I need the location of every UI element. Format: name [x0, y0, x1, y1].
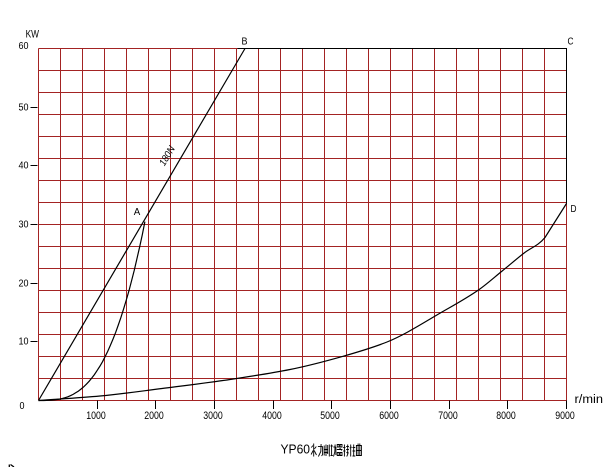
svg-text:10: 10	[19, 337, 29, 348]
svg-text:8000: 8000	[496, 410, 516, 422]
svg-text:20: 20	[19, 279, 29, 290]
svg-text:5000: 5000	[320, 410, 340, 422]
svg-text:KW: KW	[26, 29, 40, 41]
svg-text:50: 50	[19, 103, 29, 114]
svg-text:2000: 2000	[144, 410, 164, 422]
svg-text:A: A	[134, 207, 141, 218]
svg-text:40: 40	[19, 161, 29, 172]
svg-text:4000: 4000	[262, 410, 282, 422]
svg-text:30: 30	[19, 220, 29, 231]
svg-text:YP60: YP60	[281, 443, 311, 457]
svg-text:7000: 7000	[438, 410, 458, 422]
svg-text:D: D	[571, 204, 577, 215]
svg-text:r/min: r/min	[575, 394, 604, 406]
svg-text:0: 0	[20, 401, 25, 412]
svg-text:B: B	[242, 37, 248, 48]
svg-text:1000: 1000	[86, 410, 106, 422]
svg-text:C: C	[568, 37, 574, 48]
svg-text:9000: 9000	[555, 410, 575, 422]
svg-text:3000: 3000	[203, 410, 223, 422]
svg-text:6000: 6000	[379, 410, 399, 422]
svg-text:60: 60	[19, 41, 29, 52]
